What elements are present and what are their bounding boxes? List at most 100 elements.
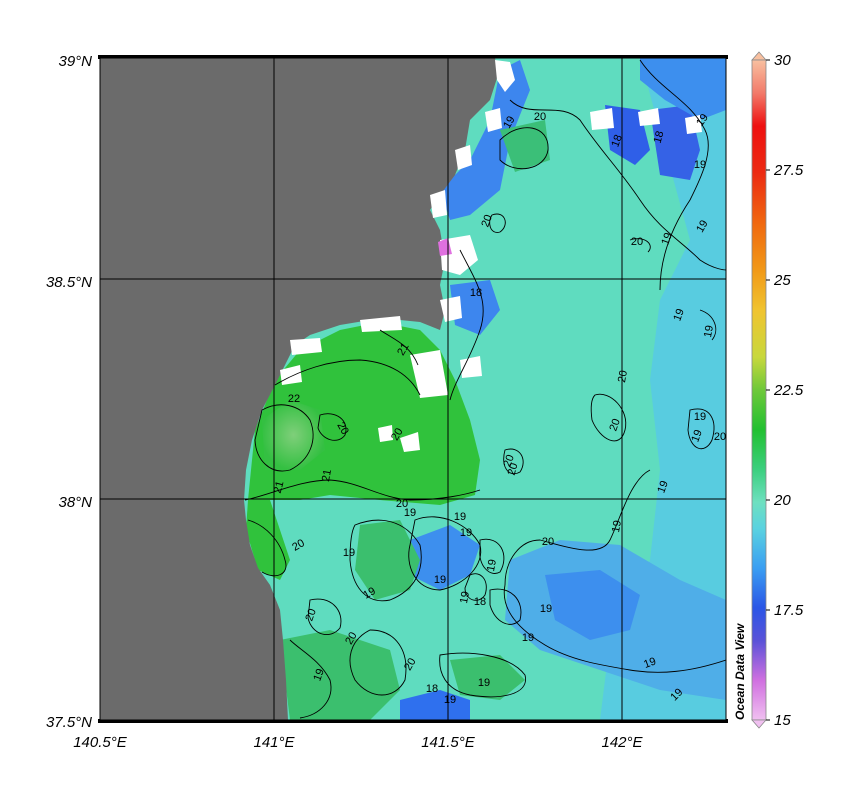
missing-data-8 <box>280 365 302 385</box>
missing-data-7 <box>290 338 322 355</box>
lat-label-38-5: 38.5°N <box>46 274 92 291</box>
contour-label: 22 <box>288 393 300 405</box>
contour-label: 19 <box>343 547 355 559</box>
colorbar-tick-label: 22.5 <box>773 382 804 399</box>
contour-label: 20 <box>631 236 643 248</box>
colorbar-gradient <box>751 59 767 721</box>
contour-label: 20 <box>616 369 630 383</box>
missing-data-2 <box>485 108 502 132</box>
ocean-cold-north-coast <box>440 60 530 220</box>
colorbar-tick-label: 27.5 <box>773 162 804 179</box>
contour-label: 20 <box>334 420 351 437</box>
contour-label: 19 <box>689 428 704 444</box>
contour-label: 19 <box>454 511 466 523</box>
contour-label: 19 <box>434 574 446 586</box>
contour-label: 20 <box>542 536 554 548</box>
contour-label: 20 <box>714 431 726 443</box>
ocean-mid-patch-4 <box>450 655 525 700</box>
contour-label: 19 <box>478 677 490 689</box>
missing-data-13 <box>590 108 614 130</box>
contour-label: 19 <box>694 218 711 235</box>
contour-label: 20 <box>389 426 406 443</box>
colorbar-bottom-cap <box>751 719 767 729</box>
lon-label-140-5: 140.5°E <box>73 734 128 751</box>
contour-label: 21 <box>272 480 287 495</box>
contour-label: 20 <box>343 630 360 647</box>
ocean-warm-south-strip <box>246 500 290 580</box>
contour-label: 19 <box>404 507 416 519</box>
contour-label: 20 <box>396 498 408 510</box>
plot-border <box>99 57 727 721</box>
missing-data-10 <box>410 350 448 398</box>
contour-label: 18 <box>609 133 624 149</box>
contour-label: 19 <box>501 114 518 131</box>
missing-data-6 <box>440 296 462 322</box>
contour-label: 19 <box>655 479 670 495</box>
plot-frame-top <box>98 55 728 59</box>
contour-label: 19 <box>671 307 686 323</box>
contour-label: 18 <box>470 287 482 299</box>
contour-label: 21 <box>395 341 412 358</box>
missing-data-3 <box>455 145 472 170</box>
contour-label: 20 <box>402 656 419 673</box>
map-area <box>100 58 726 720</box>
ocean-mid-patch-3 <box>500 120 550 172</box>
lon-label-141: 141°E <box>253 734 295 751</box>
colorbar-top-cap <box>751 51 767 61</box>
contour-label: 19 <box>522 632 534 644</box>
contour-label: 19 <box>702 324 716 338</box>
lat-label-37-5: 37.5°N <box>46 714 92 731</box>
colorbar-tick-label: 25 <box>773 272 791 289</box>
contour-label: 19 <box>659 231 674 247</box>
contour-label: 19 <box>694 159 706 171</box>
ocean-cold-bottom <box>400 690 470 720</box>
contour-label: 21 <box>320 468 334 482</box>
contour-label: 18 <box>652 130 667 145</box>
colorbar-tick-label: 30 <box>774 52 791 69</box>
missing-data-15 <box>685 115 702 134</box>
contour-label: 19 <box>540 603 552 615</box>
ocean-cold-north-east <box>605 105 650 165</box>
contour-label: 19 <box>444 694 456 706</box>
missing-data-14 <box>638 108 660 126</box>
missing-data-11 <box>378 425 393 442</box>
ocean-cold-mid-coast <box>450 280 500 335</box>
contour-label: 20 <box>303 607 318 623</box>
colorbar-tick-label: 17.5 <box>774 602 804 619</box>
colorbar-ticks: 30 27.5 25 22.5 20 17.5 15 <box>766 52 804 729</box>
contour-label: 19 <box>458 590 472 604</box>
contour-lines <box>244 59 726 719</box>
odv-watermark: Ocean Data View <box>733 623 747 720</box>
plot-frame-bottom <box>98 719 728 723</box>
colorbar-tick-label: 15 <box>774 712 791 729</box>
lon-label-142: 142°E <box>601 734 643 751</box>
contour-label: 19 <box>361 585 378 602</box>
lat-label-39: 39°N <box>58 53 92 70</box>
colorbar: 30 27.5 25 22.5 20 17.5 15 <box>751 51 804 729</box>
land-honshu <box>100 58 498 720</box>
contour-label: 19 <box>485 558 499 572</box>
contour-label: 20 <box>479 213 494 229</box>
missing-data-16 <box>460 356 482 378</box>
lon-label-141-5: 141.5°E <box>421 734 476 751</box>
contour-label: 20 <box>607 417 622 433</box>
contour-label: 20 <box>290 537 307 554</box>
ocean-cool-east <box>600 58 726 720</box>
lat-label-38: 38°N <box>58 494 92 511</box>
missing-data-4 <box>430 190 447 218</box>
ocean-mid-patch-1 <box>280 630 400 720</box>
contour-label: 19 <box>642 655 658 670</box>
ocean-cold-south-patch2 <box>545 570 640 640</box>
contour-label: 20 <box>506 462 521 477</box>
contour-label: 19 <box>460 527 472 539</box>
colorbar-tick-label: 20 <box>773 492 791 509</box>
missing-data-12 <box>400 432 420 452</box>
contour-label: 19 <box>694 411 706 423</box>
contour-label: 18 <box>426 683 438 695</box>
contour-label: 19 <box>311 667 326 683</box>
contour-label: 19 <box>694 112 711 129</box>
ocean-cold-north-top <box>640 58 726 120</box>
contour-label: 18 <box>474 596 486 608</box>
